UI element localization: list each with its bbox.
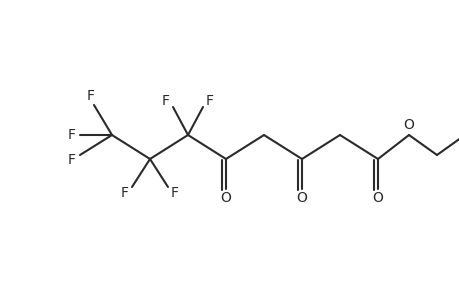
Text: O: O bbox=[372, 191, 383, 205]
Text: F: F bbox=[68, 153, 76, 167]
Text: F: F bbox=[68, 128, 76, 142]
Text: O: O bbox=[403, 118, 414, 132]
Text: F: F bbox=[87, 89, 95, 103]
Text: O: O bbox=[220, 191, 231, 205]
Text: O: O bbox=[296, 191, 307, 205]
Text: F: F bbox=[206, 94, 213, 108]
Text: F: F bbox=[121, 186, 129, 200]
Text: F: F bbox=[162, 94, 170, 108]
Text: F: F bbox=[171, 186, 179, 200]
